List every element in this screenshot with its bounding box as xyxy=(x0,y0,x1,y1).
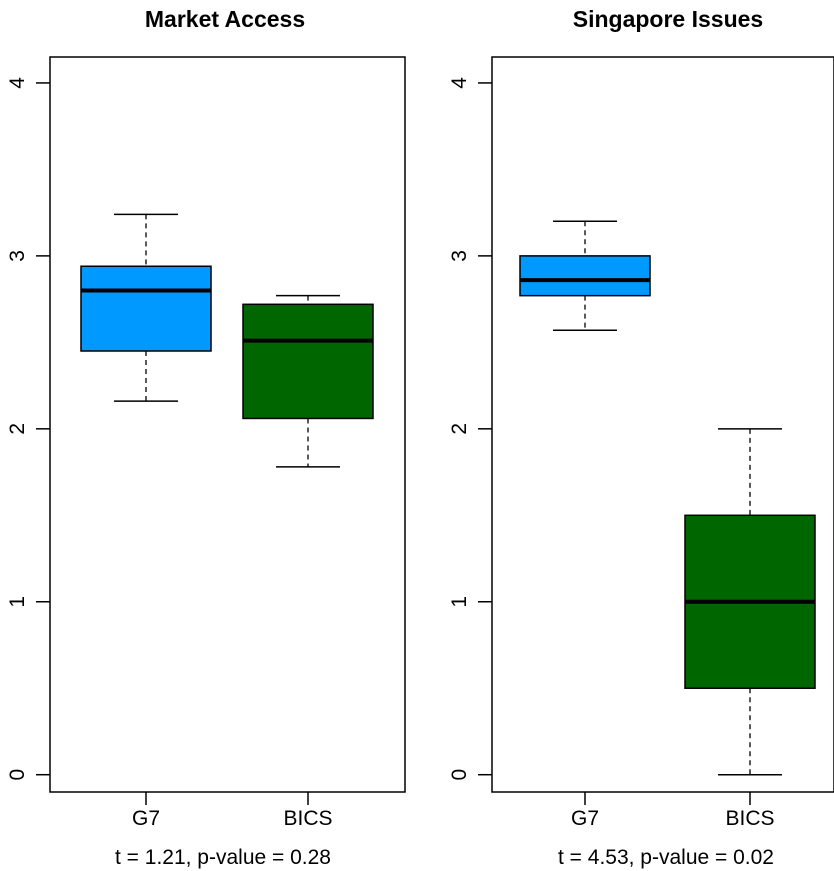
box-g7 xyxy=(80,265,212,352)
y-tick-label: 0 xyxy=(448,769,471,781)
y-tick-label: 2 xyxy=(448,423,471,435)
x-category-label: BICS xyxy=(725,807,774,830)
y-tick-label: 0 xyxy=(6,769,29,781)
box-g7 xyxy=(519,255,651,297)
stat-annotation: t = 1.21, p-value = 0.28 xyxy=(115,846,331,869)
y-tick-label: 4 xyxy=(6,77,29,89)
stat-annotation: t = 4.53, p-value = 0.02 xyxy=(558,846,774,869)
box-bics xyxy=(242,303,374,420)
y-tick-label: 3 xyxy=(448,250,471,262)
y-tick-label: 3 xyxy=(6,250,29,262)
plot-frame xyxy=(49,56,406,793)
y-tick-label: 1 xyxy=(448,596,471,608)
y-tick-label: 4 xyxy=(448,77,471,89)
plot-frame xyxy=(491,56,834,793)
x-category-label: G7 xyxy=(132,807,160,830)
x-category-label: BICS xyxy=(283,807,332,830)
x-category-label: G7 xyxy=(571,807,599,830)
panel-title: Market Access xyxy=(145,6,305,32)
panel-title: Singapore Issues xyxy=(573,6,763,32)
y-tick-label: 2 xyxy=(6,423,29,435)
y-tick-label: 1 xyxy=(6,596,29,608)
